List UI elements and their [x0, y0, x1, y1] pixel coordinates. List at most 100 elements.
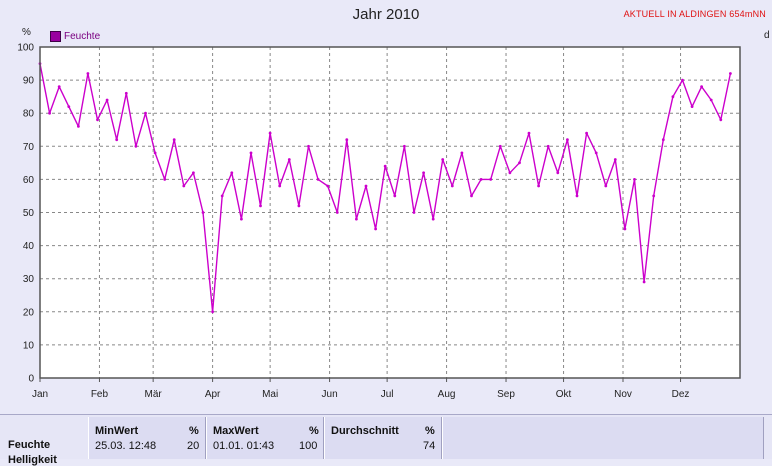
- data-point: [719, 118, 723, 122]
- data-point: [489, 178, 493, 181]
- data-point: [345, 138, 349, 142]
- data-point: [470, 194, 473, 198]
- data-point: [671, 95, 675, 99]
- data-point: [623, 227, 627, 231]
- data-point: [604, 184, 608, 188]
- data-point: [153, 151, 157, 155]
- data-point: [412, 211, 416, 214]
- data-point: [633, 178, 636, 181]
- data-point: [518, 161, 521, 165]
- stat-max-cell: MaxWert % 01.01. 01:43 100: [206, 417, 324, 459]
- stat-max-unit: %: [309, 425, 319, 437]
- data-point: [546, 144, 550, 148]
- stat-min-time: 25.03. 12:48: [95, 440, 157, 452]
- stat-min-unit: %: [189, 425, 199, 437]
- data-point: [134, 144, 138, 148]
- data-point: [220, 194, 224, 198]
- data-point: [297, 204, 301, 208]
- data-point: [479, 178, 483, 181]
- chart-title: Jahr 2010: [352, 6, 420, 23]
- data-point: [355, 217, 358, 221]
- data-point: [57, 85, 61, 89]
- data-point: [374, 227, 377, 231]
- data-point: [335, 211, 339, 214]
- x-tick-label: Jun: [322, 389, 338, 400]
- data-point: [594, 151, 598, 155]
- data-point: [661, 138, 665, 142]
- y-tick-label: 80: [23, 109, 35, 120]
- data-point: [48, 111, 51, 115]
- stat-min-header: MinWert: [95, 425, 139, 437]
- data-point: [201, 211, 205, 214]
- data-point: [422, 171, 425, 175]
- data-point: [211, 310, 215, 314]
- stats-next-row-label: Helligkeit: [8, 454, 57, 466]
- x-tick-label: Jan: [32, 389, 48, 400]
- chart-svg: 0 10 20 30 40 50 60 70 80 90 100 Jan Feb Mär Apr Mai Jun…: [17, 43, 741, 400]
- data-point: [431, 217, 435, 221]
- data-point: [709, 98, 713, 102]
- legend: Feuchte: [50, 31, 100, 42]
- data-point: [652, 194, 656, 198]
- x-tick-label: Aug: [438, 389, 456, 400]
- stats-row-label: Feuchte: [8, 439, 51, 451]
- stat-max-header: MaxWert: [213, 425, 259, 437]
- data-point: [77, 125, 80, 128]
- stat-avg-header: Durchschnitt: [331, 425, 399, 437]
- data-point: [700, 85, 703, 89]
- legend-swatch: [50, 31, 61, 42]
- data-point: [585, 131, 588, 135]
- data-point: [67, 105, 71, 108]
- stat-avg-cell: Durchschnitt % 74: [324, 417, 442, 459]
- data-point: [182, 184, 186, 188]
- stat-avg-unit: %: [425, 425, 435, 437]
- stat-empty-cell: [442, 417, 764, 459]
- y-tick-label: 0: [28, 374, 34, 385]
- data-point: [249, 151, 253, 155]
- stat-min-cell: MinWert % 25.03. 12:48 20: [88, 417, 206, 459]
- data-point: [527, 131, 531, 135]
- data-point: [259, 204, 262, 208]
- y-tick-label: 70: [23, 142, 35, 153]
- x-tick-label: Jul: [381, 389, 394, 400]
- data-point: [460, 151, 464, 155]
- station-label: AKTUELL IN ALDINGEN 654mNN: [623, 9, 766, 19]
- x-tick-label: Nov: [614, 389, 632, 400]
- data-point: [450, 184, 454, 188]
- x-tick-label: Mär: [145, 389, 163, 400]
- data-point: [86, 72, 90, 75]
- y-tick-label: 40: [23, 241, 35, 252]
- data-point: [105, 98, 109, 102]
- data-point: [393, 194, 397, 198]
- data-point: [508, 171, 512, 175]
- data-point: [268, 131, 272, 135]
- stat-avg-value: 74: [423, 440, 436, 452]
- data-point: [642, 280, 646, 284]
- data-point: [690, 105, 694, 108]
- stats-panel: Feuchte Helligkeit MinWert % 25.03. 12:4…: [0, 414, 772, 466]
- x-tick-label: Dez: [672, 389, 690, 400]
- data-point: [566, 138, 569, 142]
- data-point: [556, 171, 560, 175]
- stat-max-value: 100: [299, 440, 318, 452]
- data-point: [383, 164, 387, 168]
- data-point: [307, 144, 310, 148]
- data-point: [729, 72, 732, 75]
- data-point: [230, 171, 234, 175]
- legend-label: Feuchte: [64, 31, 101, 42]
- data-point: [613, 158, 617, 161]
- y-tick-label: 100: [17, 43, 34, 54]
- data-point: [172, 138, 176, 142]
- y-tick-label: 10: [23, 340, 35, 351]
- data-point: [96, 118, 99, 122]
- y-tick-label: 50: [23, 208, 35, 219]
- data-point: [163, 178, 167, 181]
- data-point: [287, 158, 291, 161]
- y-tick-label: 60: [23, 175, 35, 186]
- data-point: [316, 178, 320, 181]
- x-tick-label: Apr: [205, 389, 221, 400]
- data-point: [192, 171, 195, 175]
- x-tick-label: Sep: [497, 389, 515, 400]
- x-tick-label: Feb: [91, 389, 109, 400]
- data-point: [498, 144, 502, 148]
